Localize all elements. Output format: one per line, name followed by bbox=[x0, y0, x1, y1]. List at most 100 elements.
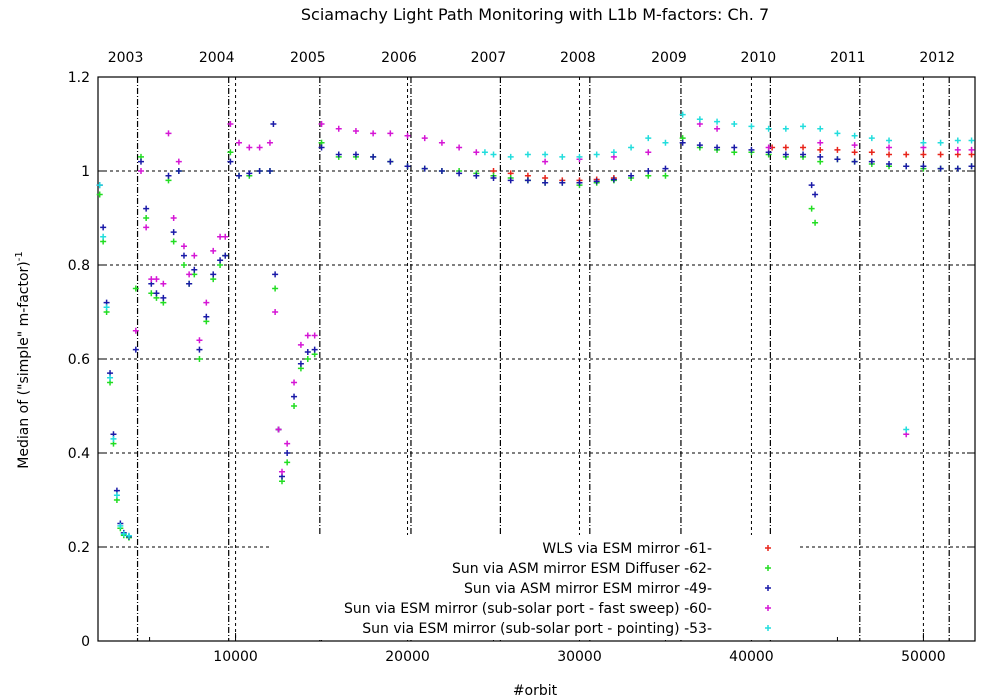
year-tick-label: 2009 bbox=[651, 50, 687, 66]
data-point bbox=[808, 182, 815, 189]
data-point bbox=[748, 123, 755, 130]
data-point bbox=[335, 125, 342, 132]
data-point bbox=[227, 121, 234, 127]
legend-marker bbox=[765, 625, 771, 631]
ticks-layer: 0 0.2 0.4 0.6 0.8 1 1.2 10000 20000 30000 40000 500… bbox=[68, 50, 975, 665]
y-axis-label: Median of ("simple" m-factor)-1 bbox=[14, 251, 32, 468]
data-point bbox=[387, 130, 394, 137]
data-point bbox=[256, 144, 263, 151]
data-point bbox=[542, 151, 549, 158]
data-point bbox=[954, 137, 961, 144]
data-point bbox=[421, 165, 428, 172]
data-point bbox=[542, 158, 549, 165]
data-point bbox=[968, 163, 975, 170]
data-point bbox=[662, 165, 669, 172]
data-point bbox=[175, 168, 182, 174]
x-tick-label: 10000 bbox=[213, 649, 258, 665]
data-point bbox=[748, 146, 755, 153]
data-point bbox=[559, 153, 566, 160]
data-point bbox=[507, 153, 514, 160]
data-point bbox=[291, 379, 298, 386]
data-point bbox=[180, 262, 187, 268]
data-point bbox=[645, 149, 652, 156]
data-point bbox=[593, 151, 600, 158]
data-point bbox=[679, 111, 686, 118]
data-point bbox=[132, 346, 139, 353]
data-point bbox=[210, 271, 217, 278]
data-point bbox=[456, 144, 463, 151]
data-point bbox=[137, 158, 144, 165]
data-point bbox=[191, 266, 198, 273]
data-point bbox=[246, 170, 253, 177]
year-tick-label: 2007 bbox=[471, 50, 507, 66]
data-point bbox=[696, 142, 703, 149]
data-point bbox=[679, 139, 686, 146]
legend-marker bbox=[765, 605, 771, 611]
data-point bbox=[490, 175, 497, 182]
data-point bbox=[217, 233, 224, 240]
year-tick-label: 2008 bbox=[560, 50, 596, 66]
data-point bbox=[96, 182, 103, 189]
data-point bbox=[920, 139, 927, 146]
data-point bbox=[473, 149, 480, 156]
y-axis-label-superscript: -1 bbox=[14, 251, 25, 261]
data-point bbox=[180, 252, 187, 259]
data-point bbox=[132, 327, 139, 334]
data-point bbox=[920, 151, 927, 158]
data-point bbox=[456, 170, 463, 177]
data-point bbox=[937, 151, 944, 158]
data-point bbox=[266, 168, 273, 174]
data-point bbox=[143, 215, 150, 221]
data-point bbox=[266, 139, 273, 146]
data-point bbox=[103, 304, 110, 311]
data-point bbox=[196, 337, 203, 344]
data-point bbox=[662, 139, 669, 146]
legend-marker bbox=[765, 565, 771, 571]
data-point bbox=[714, 118, 721, 125]
legend-label: Sun via ASM mirror ESM mirror -49- bbox=[464, 581, 712, 597]
data-point bbox=[196, 346, 203, 353]
data-point bbox=[352, 128, 359, 135]
data-point bbox=[186, 280, 193, 287]
data-point bbox=[817, 125, 824, 132]
data-point bbox=[714, 125, 721, 132]
data-point bbox=[387, 158, 394, 165]
data-point bbox=[968, 137, 975, 144]
data-point bbox=[812, 191, 819, 198]
data-point bbox=[834, 156, 841, 163]
data-point bbox=[696, 116, 703, 123]
data-point bbox=[284, 450, 291, 456]
data-point bbox=[311, 346, 318, 353]
data-point bbox=[335, 151, 342, 158]
data-point bbox=[968, 146, 975, 153]
data-point bbox=[311, 332, 318, 339]
year-tick-label: 2004 bbox=[199, 50, 235, 66]
data-point bbox=[222, 252, 229, 259]
data-point bbox=[272, 271, 279, 278]
data-point bbox=[868, 149, 875, 156]
data-point bbox=[148, 290, 155, 297]
data-point bbox=[645, 135, 652, 142]
y-tick-label: 0 bbox=[81, 634, 90, 650]
data-point bbox=[370, 153, 377, 160]
data-point bbox=[304, 332, 311, 339]
legend-label: Sun via ESM mirror (sub-solar port - poi… bbox=[362, 621, 712, 637]
data-point bbox=[304, 348, 311, 355]
series-group bbox=[96, 111, 975, 539]
data-point bbox=[100, 233, 107, 240]
data-point bbox=[203, 313, 210, 320]
year-tick-label: 2005 bbox=[290, 50, 326, 66]
x-tick-label: 30000 bbox=[557, 649, 602, 665]
data-point bbox=[318, 144, 325, 151]
y-axis-label-text: Median of ("simple" m-factor) bbox=[16, 261, 32, 468]
data-point bbox=[731, 121, 738, 127]
data-point bbox=[100, 224, 107, 231]
data-point bbox=[165, 130, 172, 137]
data-point bbox=[903, 426, 910, 433]
legend-layer: WLS via ESM mirror -61- Sun via ASM mirro… bbox=[270, 535, 800, 640]
data-point bbox=[96, 191, 103, 198]
data-point bbox=[370, 130, 377, 137]
data-point bbox=[272, 309, 279, 315]
data-point bbox=[304, 356, 311, 362]
